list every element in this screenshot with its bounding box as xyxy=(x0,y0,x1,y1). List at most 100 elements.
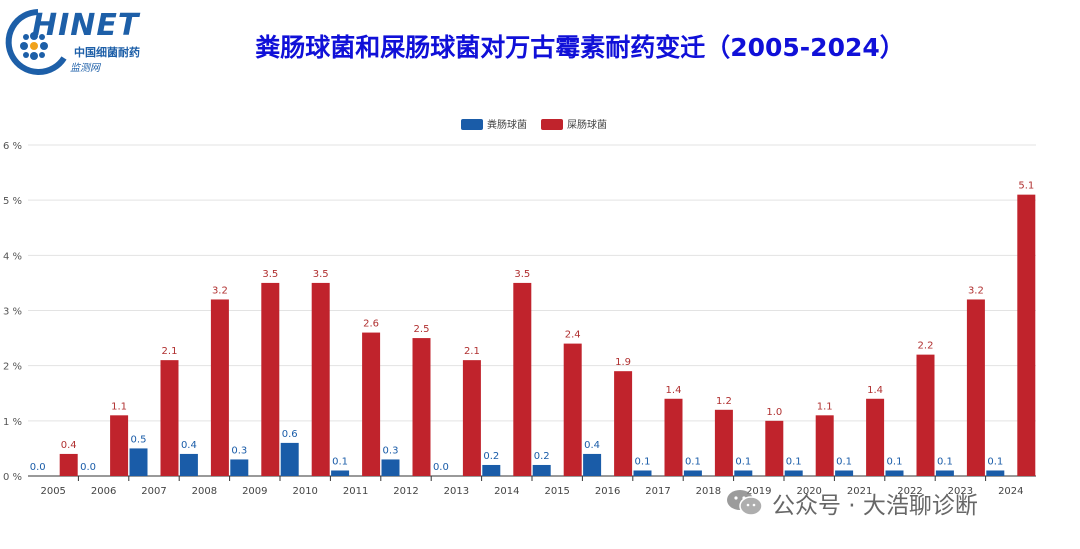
bar xyxy=(230,459,249,476)
bar xyxy=(311,282,330,476)
data-label: 5.1 xyxy=(1018,181,1034,192)
data-label: 0.1 xyxy=(887,456,903,467)
bar xyxy=(280,442,299,476)
x-tick-label: 2019 xyxy=(746,486,771,497)
data-label: 1.4 xyxy=(867,385,883,396)
legend-label: 屎肠球菌 xyxy=(567,118,607,131)
bar xyxy=(261,282,280,476)
data-label: 2.2 xyxy=(918,341,934,352)
bar xyxy=(966,299,985,476)
data-label: 0.4 xyxy=(181,440,197,451)
data-label: 0.4 xyxy=(61,440,77,451)
data-label: 1.9 xyxy=(615,357,631,368)
bar xyxy=(412,338,431,476)
page-title: 粪肠球菌和屎肠球菌对万古霉素耐药变迁（2005-2024） xyxy=(255,33,905,62)
bar xyxy=(664,398,683,476)
data-label: 0.4 xyxy=(584,440,600,451)
x-tick-label: 2006 xyxy=(91,486,116,497)
bar xyxy=(835,470,854,476)
x-tick-label: 2007 xyxy=(141,486,166,497)
data-label: 0.1 xyxy=(735,456,751,467)
data-label: 3.5 xyxy=(313,269,329,280)
data-label: 2.1 xyxy=(162,346,178,357)
data-label: 0.1 xyxy=(786,456,802,467)
data-label: 0.3 xyxy=(383,445,399,456)
data-label: 2.4 xyxy=(565,330,581,341)
logo-subtitle-2: 监测网 xyxy=(70,63,100,74)
y-tick-label: 3 % xyxy=(3,307,22,318)
x-tick-label: 2011 xyxy=(343,486,368,497)
bar xyxy=(885,470,904,476)
x-tick-label: 2013 xyxy=(444,486,469,497)
bar xyxy=(633,470,652,476)
x-tick-label: 2009 xyxy=(242,486,267,497)
data-label: 3.5 xyxy=(514,269,530,280)
data-label: 1.1 xyxy=(111,401,127,412)
data-label: 0.1 xyxy=(987,456,1003,467)
data-label: 0.2 xyxy=(483,451,499,462)
y-tick-label: 2 % xyxy=(3,362,22,373)
bar xyxy=(683,470,702,476)
data-label: 0.2 xyxy=(534,451,550,462)
data-label: 0.1 xyxy=(937,456,953,467)
data-label: 0.5 xyxy=(131,434,147,445)
watermark-text: 公众号 · 大浩聊诊断 xyxy=(772,493,978,519)
bar xyxy=(210,299,229,476)
legend-swatch xyxy=(461,119,483,130)
data-label: 1.2 xyxy=(716,396,732,407)
bar xyxy=(986,470,1005,476)
data-label: 3.2 xyxy=(968,285,984,296)
logo-globe-icon xyxy=(5,9,67,75)
bar xyxy=(482,464,501,476)
x-tick-label: 2022 xyxy=(897,486,922,497)
x-tick-label: 2014 xyxy=(494,486,519,497)
hinet-logo: HINET 中国细菌耐药 监测网 xyxy=(4,6,164,76)
data-label: 0.1 xyxy=(836,456,852,467)
data-label: 1.4 xyxy=(666,385,682,396)
bar xyxy=(513,282,532,476)
bar xyxy=(815,415,834,476)
bar xyxy=(331,470,350,476)
y-tick-label: 1 % xyxy=(3,417,22,428)
bar xyxy=(129,448,148,476)
data-label: 0.1 xyxy=(685,456,701,467)
bar xyxy=(734,470,753,476)
data-label: 0.6 xyxy=(282,429,298,440)
bar xyxy=(935,470,954,476)
x-tick-label: 2005 xyxy=(40,486,65,497)
watermark: 公众号 · 大浩聊诊断 xyxy=(726,486,978,520)
bar xyxy=(462,360,481,476)
bar xyxy=(765,420,784,476)
data-label: 0.3 xyxy=(231,445,247,456)
bar xyxy=(59,453,78,476)
legend-swatch xyxy=(541,119,563,130)
x-tick-label: 2016 xyxy=(595,486,620,497)
x-tick-label: 2024 xyxy=(998,486,1023,497)
data-label: 0.0 xyxy=(30,462,46,473)
y-tick-label: 5 % xyxy=(3,196,22,207)
wechat-icon xyxy=(727,490,763,516)
bar xyxy=(160,360,179,476)
bar xyxy=(866,398,885,476)
legend-label: 粪肠球菌 xyxy=(487,118,527,131)
x-tick-label: 2021 xyxy=(847,486,872,497)
logo-subtitle: 中国细菌耐药 xyxy=(74,46,140,59)
bar xyxy=(179,453,198,476)
data-label: 1.1 xyxy=(817,401,833,412)
data-label: 0.0 xyxy=(433,462,449,473)
logo-wordmark: HINET xyxy=(32,8,140,43)
bar xyxy=(583,453,602,476)
data-label: 0.1 xyxy=(332,456,348,467)
bar xyxy=(110,415,129,476)
bar xyxy=(362,332,381,476)
y-tick-label: 0 % xyxy=(3,472,22,483)
data-label: 3.5 xyxy=(262,269,278,280)
data-label: 2.6 xyxy=(363,319,379,330)
x-tick-label: 2010 xyxy=(292,486,317,497)
x-tick-label: 2012 xyxy=(393,486,418,497)
y-tick-label: 6 % xyxy=(3,141,22,152)
bar xyxy=(614,371,633,476)
y-tick-label: 4 % xyxy=(3,251,22,262)
x-tick-label: 2017 xyxy=(645,486,670,497)
data-label: 0.0 xyxy=(80,462,96,473)
